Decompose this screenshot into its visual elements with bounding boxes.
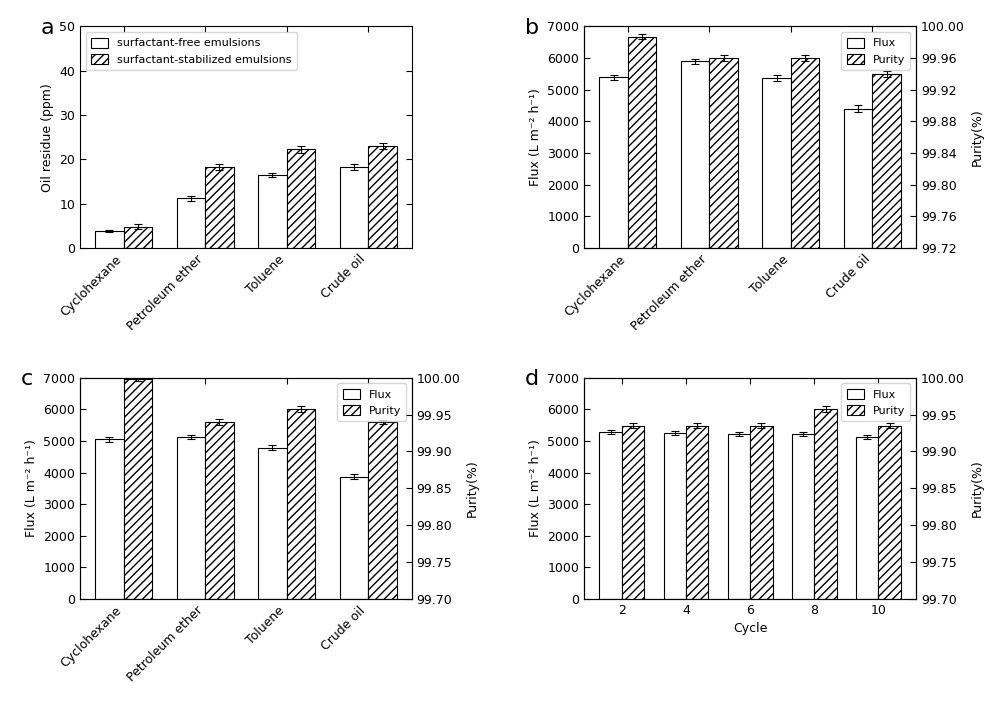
Bar	[709, 58, 738, 248]
Bar	[205, 168, 234, 248]
Bar	[340, 477, 368, 599]
Bar	[124, 379, 152, 599]
Bar	[95, 440, 124, 599]
Bar	[728, 434, 750, 599]
Bar	[878, 426, 901, 599]
Bar	[368, 422, 397, 599]
Bar	[368, 146, 397, 248]
Bar	[287, 409, 315, 599]
Bar	[872, 74, 901, 248]
Bar	[124, 226, 152, 248]
Bar	[814, 409, 837, 599]
Y-axis label: Flux (L m⁻² h⁻¹): Flux (L m⁻² h⁻¹)	[529, 440, 542, 537]
Bar	[599, 77, 628, 248]
Bar	[340, 168, 368, 248]
Bar	[287, 149, 315, 248]
Bar	[792, 434, 814, 599]
Bar	[258, 175, 287, 248]
Bar	[681, 61, 709, 248]
Bar	[177, 198, 205, 248]
Bar	[686, 426, 708, 599]
Bar	[258, 448, 287, 599]
Bar	[844, 109, 872, 248]
Text: d: d	[525, 369, 539, 389]
Y-axis label: Flux (L m⁻² h⁻¹): Flux (L m⁻² h⁻¹)	[25, 440, 38, 537]
Bar	[791, 58, 819, 248]
Bar	[177, 437, 205, 599]
Legend: Flux, Purity: Flux, Purity	[841, 383, 910, 421]
Text: a: a	[40, 18, 54, 38]
Bar	[205, 422, 234, 599]
Bar	[762, 78, 791, 248]
Text: b: b	[525, 18, 539, 38]
Y-axis label: Purity(%): Purity(%)	[466, 459, 479, 517]
Bar	[95, 231, 124, 248]
Legend: surfactant-free emulsions, surfactant-stabilized emulsions: surfactant-free emulsions, surfactant-st…	[86, 32, 297, 70]
Y-axis label: Flux (L m⁻² h⁻¹): Flux (L m⁻² h⁻¹)	[529, 88, 542, 186]
Text: c: c	[20, 369, 33, 389]
Y-axis label: Oil residue (ppm): Oil residue (ppm)	[41, 83, 54, 191]
Bar	[599, 432, 622, 599]
Y-axis label: Purity(%): Purity(%)	[970, 108, 983, 166]
Bar	[664, 433, 686, 599]
X-axis label: Cycle: Cycle	[733, 622, 767, 635]
Bar	[622, 426, 644, 599]
Bar	[628, 36, 656, 248]
Y-axis label: Purity(%): Purity(%)	[970, 459, 983, 517]
Bar	[856, 437, 878, 599]
Bar	[750, 426, 773, 599]
Legend: Flux, Purity: Flux, Purity	[841, 32, 910, 70]
Legend: Flux, Purity: Flux, Purity	[337, 383, 406, 421]
